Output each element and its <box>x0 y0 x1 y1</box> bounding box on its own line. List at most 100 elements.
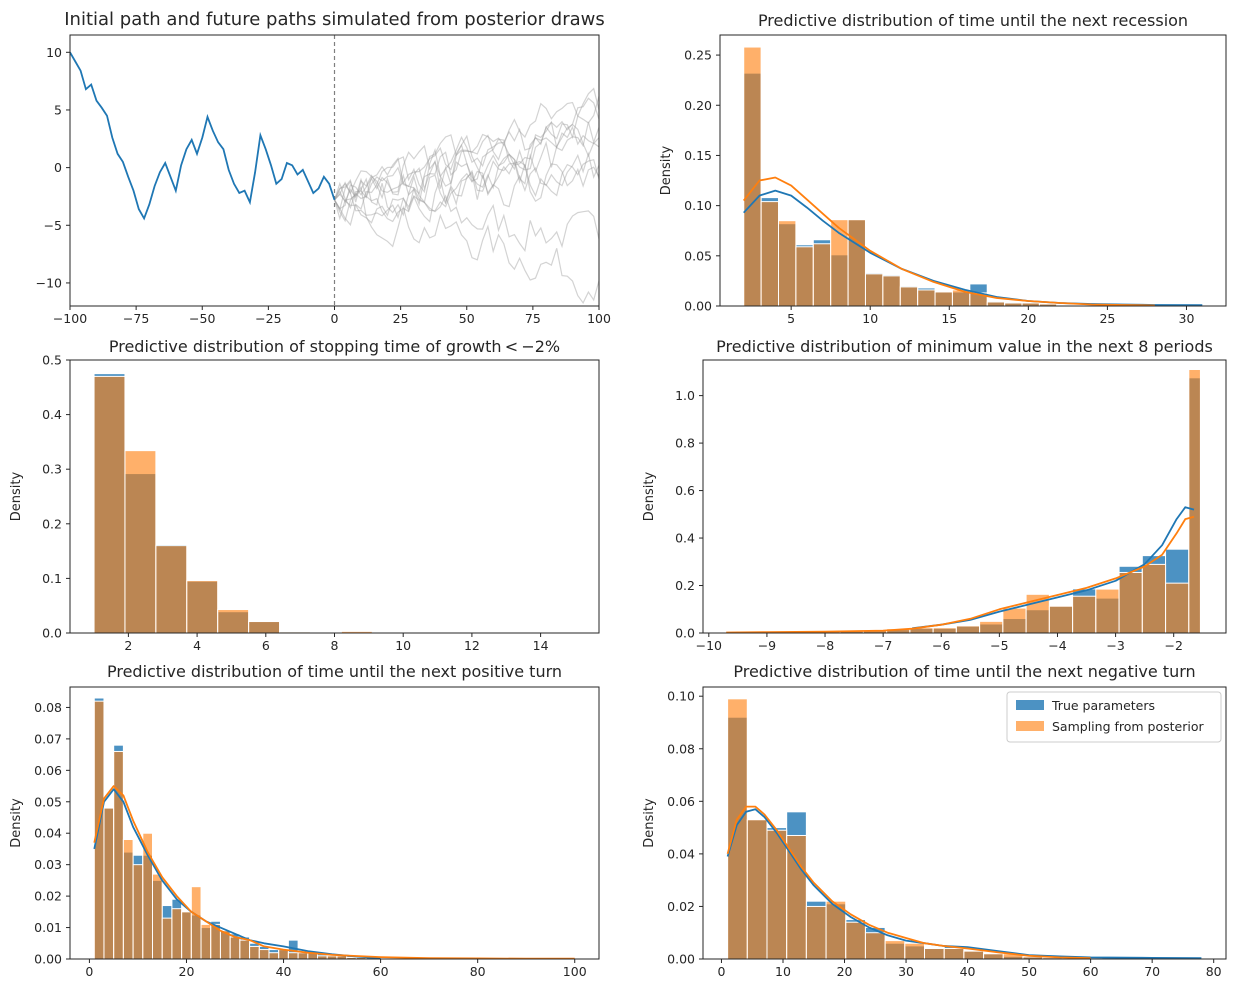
hist-bar-posterior <box>904 942 926 959</box>
x-tick-label: 10 <box>775 964 791 979</box>
y-tick-label: 10 <box>46 45 62 60</box>
x-tick-label: 15 <box>941 311 957 326</box>
y-tick-label: 0.10 <box>684 198 712 213</box>
hist-bar-posterior <box>186 580 219 633</box>
simulated-path <box>333 95 599 204</box>
hist-bar-posterior <box>884 940 906 959</box>
kde-line-posterior <box>93 785 575 959</box>
hist-bar-posterior <box>124 450 157 633</box>
x-tick-label: 100 <box>587 311 611 326</box>
chart-panel-p1: Initial path and future paths simulated … <box>36 9 611 326</box>
y-axis-label: Density <box>642 798 657 848</box>
x-tick-label: −4 <box>1048 638 1066 653</box>
y-tick-label: 0.4 <box>42 407 62 422</box>
kde-line-true <box>912 506 1195 630</box>
x-tick-label: 4 <box>193 638 201 653</box>
plot-area <box>726 698 1202 959</box>
hist-bar-posterior <box>248 621 281 633</box>
x-tick-label: −50 <box>189 311 215 326</box>
plot-area <box>742 46 1203 306</box>
hist-bar-posterior <box>778 220 797 306</box>
hist-bar-posterior <box>1118 571 1143 633</box>
hist-bar-posterior <box>113 750 124 959</box>
hist-bar-posterior <box>161 917 173 959</box>
hist-bar-posterior <box>943 947 965 959</box>
kde-line-posterior <box>726 515 1195 633</box>
hist-bar-posterior <box>825 900 847 959</box>
y-tick-label: 0.00 <box>684 299 712 314</box>
legend-box <box>1006 691 1222 743</box>
chart-panel-p3: Predictive distribution of stopping time… <box>9 337 600 653</box>
hist-bar-posterior <box>955 625 981 633</box>
plot-area <box>70 35 599 306</box>
hist-bar-posterior <box>766 829 788 959</box>
chart-title: Predictive distribution of time until th… <box>733 662 1195 681</box>
chart-panel-p6: Predictive distribution of time until th… <box>642 662 1227 979</box>
hist-bar-posterior <box>287 952 299 959</box>
legend: True parameters Sampling from posterior <box>1006 691 1222 743</box>
y-tick-label: 5 <box>54 102 62 117</box>
y-tick-label: 0.8 <box>675 436 695 451</box>
hist-bar-posterior <box>864 932 886 959</box>
y-axis-label: Density <box>9 798 24 848</box>
y-tick-label: 0.6 <box>675 483 695 498</box>
y-tick-label: 0.0 <box>42 626 62 641</box>
hist-bar-posterior <box>122 839 134 959</box>
y-tick-label: 0.00 <box>667 952 695 967</box>
hist-bar-posterior <box>847 219 866 306</box>
hist-bar-posterior <box>845 921 866 959</box>
hist-bar-posterior <box>1048 605 1074 633</box>
y-tick-label: 0.05 <box>34 794 62 809</box>
y-tick-label: 1.0 <box>675 388 695 403</box>
x-tick-label: 80 <box>470 964 486 979</box>
chart-title: Predictive distribution of minimum value… <box>716 337 1213 356</box>
x-tick-label: 6 <box>262 638 270 653</box>
hist-bar-posterior <box>200 923 212 959</box>
y-tick-label: 0.02 <box>34 889 62 904</box>
simulated-path <box>333 123 599 227</box>
legend-label: Sampling from posterior <box>1052 719 1204 734</box>
x-tick-label: −75 <box>123 311 149 326</box>
x-tick-label: 30 <box>1179 311 1195 326</box>
hist-bar-posterior <box>1165 582 1190 633</box>
simulated-path <box>334 160 599 224</box>
hist-bar-posterior <box>795 246 814 306</box>
hist-bar-posterior <box>239 939 251 959</box>
hist-bar-posterior <box>934 291 953 306</box>
y-tick-label: 0.04 <box>667 846 695 861</box>
x-tick-label: 0 <box>85 964 93 979</box>
x-tick-label: 40 <box>276 964 292 979</box>
x-tick-label: 12 <box>464 638 480 653</box>
hist-bar-posterior <box>1072 595 1097 633</box>
x-tick-label: 25 <box>393 311 409 326</box>
hist-bar-posterior <box>899 286 919 306</box>
hist-bar-posterior <box>727 698 748 959</box>
legend-swatch <box>1016 700 1044 710</box>
kde-line-posterior <box>726 805 1091 959</box>
x-tick-label: 14 <box>533 638 549 653</box>
hist-bar-posterior <box>268 952 280 959</box>
x-tick-label: 75 <box>525 311 541 326</box>
x-tick-label: 0 <box>717 964 725 979</box>
y-axis-label: Density <box>659 145 674 195</box>
y-tick-label: 0.0 <box>675 626 695 641</box>
kde-line-posterior <box>742 176 1155 306</box>
plot-area <box>93 697 575 959</box>
y-tick-label: 0.06 <box>667 794 695 809</box>
x-tick-label: −10 <box>696 638 722 653</box>
x-tick-label: −2 <box>1164 638 1182 653</box>
hist-bar-posterior <box>229 936 241 959</box>
x-tick-label: 30 <box>898 964 914 979</box>
y-tick-label: 0.04 <box>34 826 62 841</box>
hist-bar-posterior <box>1002 607 1027 633</box>
x-tick-label: −7 <box>874 638 892 653</box>
y-tick-label: 0.1 <box>42 571 62 586</box>
y-tick-label: 0.3 <box>42 462 62 477</box>
x-tick-label: 10 <box>862 311 878 326</box>
y-axis-label: Density <box>642 471 657 521</box>
y-axis-label: Density <box>9 471 24 521</box>
simulated-path <box>333 120 599 210</box>
chart-title: Initial path and future paths simulated … <box>64 9 604 30</box>
simulated-path <box>333 151 599 217</box>
